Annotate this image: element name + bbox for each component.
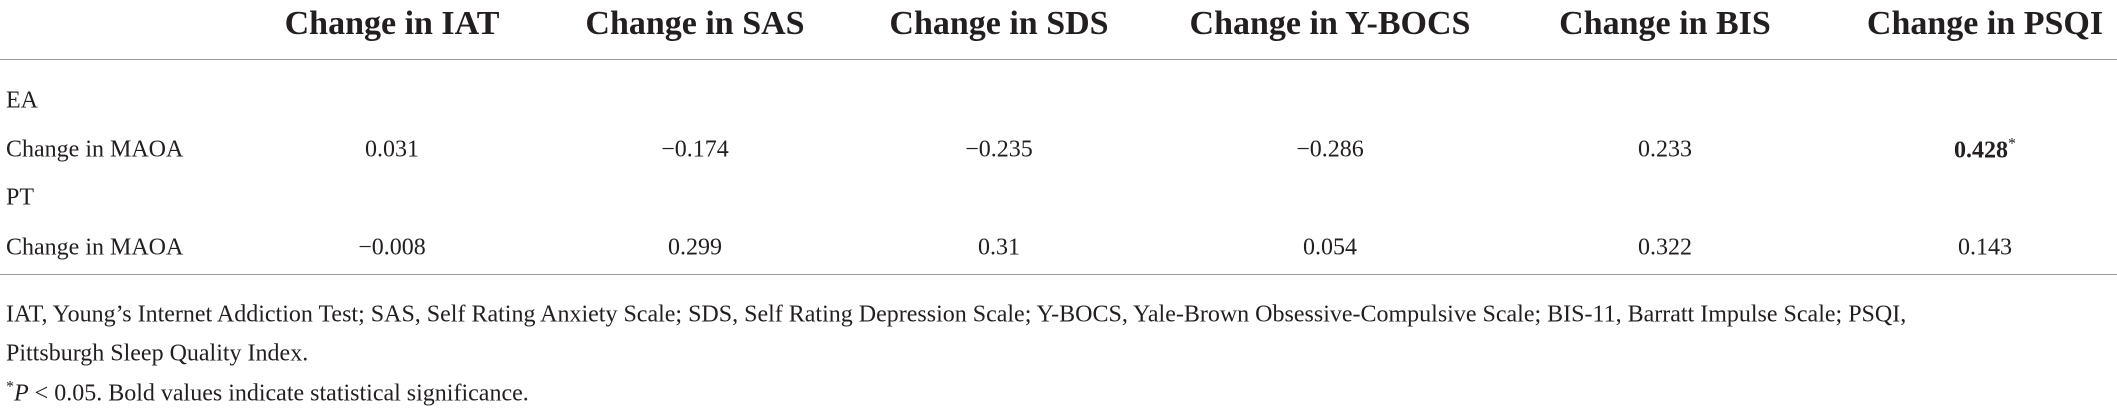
cell: 0.031 [365,137,419,164]
column-header: Change in SAS [585,5,805,42]
cell-value: −0.286 [1296,136,1364,163]
column-header: Change in Y-BOCS [1189,5,1471,42]
cell-value: 0.233 [1638,136,1692,163]
cell: 0.299 [668,235,722,262]
cell: 0.143 [1958,235,2012,262]
cell-value: 0.031 [365,136,419,163]
cell-value: 0.31 [978,234,1020,261]
footnote: *P < 0.05. Bold values indicate statisti… [6,379,529,408]
cell-value: 0.299 [668,234,722,261]
cell-note: * [2008,135,2016,153]
cell: 0.428* [1954,136,2016,165]
cell: 0.233 [1638,137,1692,164]
cell: 0.31 [978,235,1020,262]
cell: −0.174 [661,137,729,164]
footnote-symbol: P [14,380,29,407]
column-header: Change in IAT [284,5,500,42]
cell-value: −0.174 [661,136,729,163]
column-header: Change in SDS [889,5,1109,42]
cell-value: 0.143 [1958,234,2012,261]
header-rule [0,59,2117,60]
footnote: IAT, Young’s Internet Addiction Test; SA… [6,301,1907,328]
cell-value: 0.322 [1638,234,1692,261]
row-label: Change in MAOA [6,136,184,163]
row-label: Change in MAOA [6,234,184,261]
footnote-text: < 0.05. Bold values indicate statistical… [28,380,529,407]
column-header: Change in BIS [1559,5,1771,42]
cell-value: 0.428 [1954,137,2008,164]
group-label: PT [6,184,35,211]
cell-value: 0.054 [1303,234,1357,261]
bottom-rule [0,274,2117,275]
footnote: Pittsburgh Sleep Quality Index. [6,340,309,367]
cell: 0.322 [1638,235,1692,262]
footnote-mark: * [6,378,14,396]
cell-value: −0.235 [965,136,1033,163]
cell: −0.008 [358,235,426,262]
cell: −0.286 [1296,137,1364,164]
column-header: Change in PSQI [1866,5,2104,42]
cell-value: −0.008 [358,234,426,261]
group-label: EA [6,87,38,114]
cell: −0.235 [965,137,1033,164]
cell: 0.054 [1303,235,1357,262]
